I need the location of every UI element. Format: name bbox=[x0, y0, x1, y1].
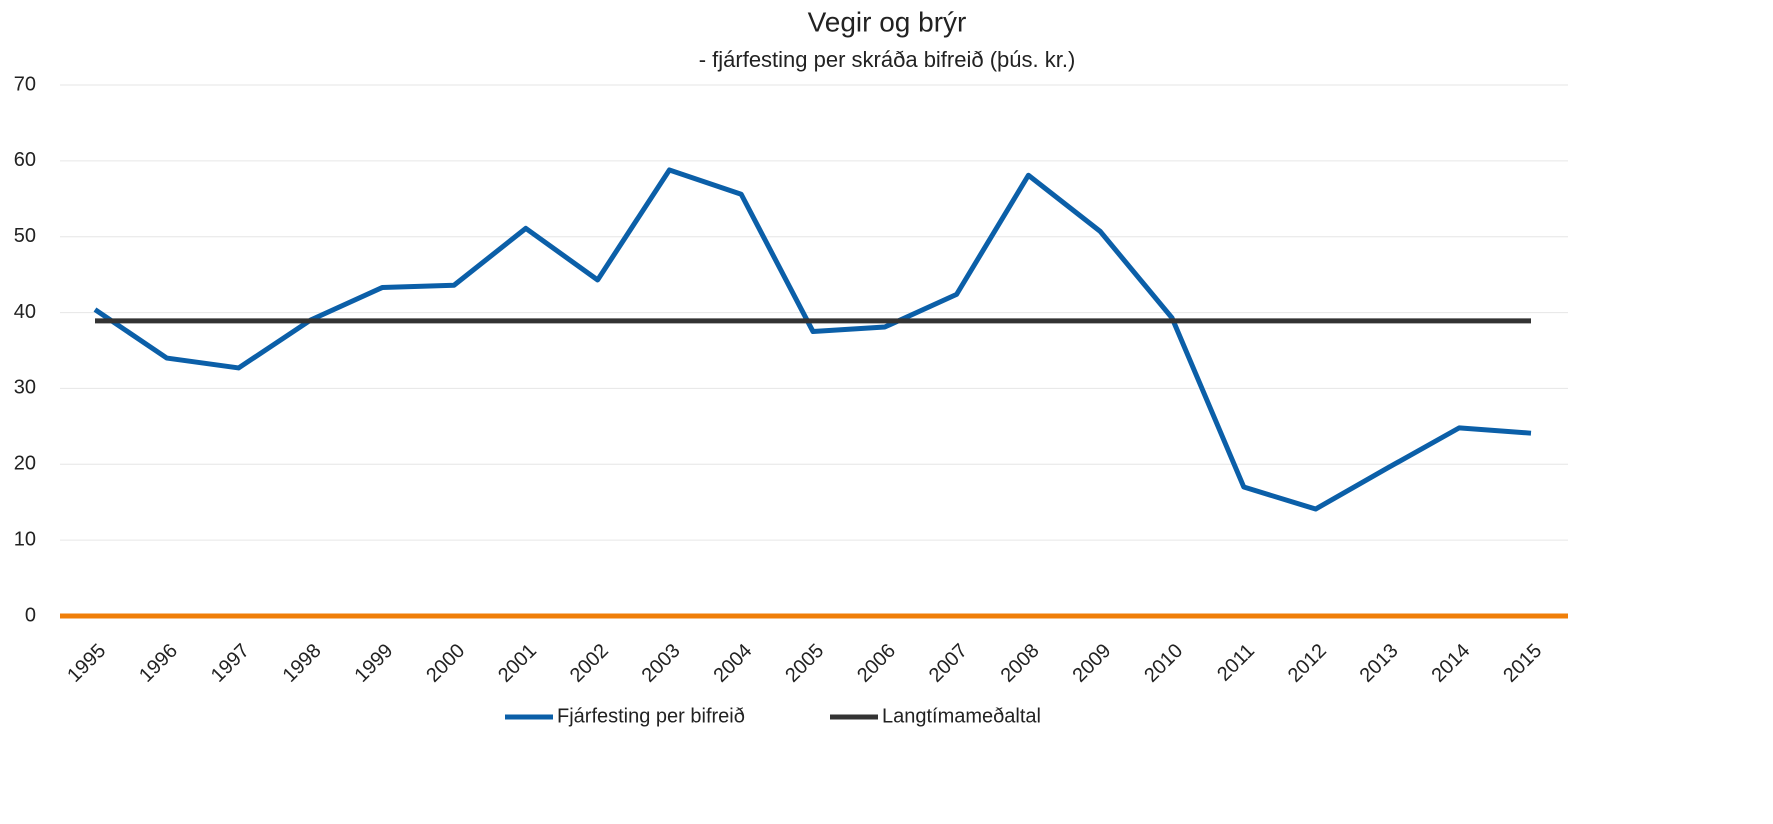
x-tick-label: 2000 bbox=[422, 640, 469, 687]
x-tick-label: 2013 bbox=[1356, 640, 1403, 687]
x-tick-label: 1999 bbox=[350, 640, 397, 687]
line-series bbox=[93, 167, 1532, 512]
chart-subtitle: - fjárfesting per skráða bifreið (þús. k… bbox=[699, 47, 1076, 72]
x-tick-label: 2006 bbox=[853, 640, 900, 687]
x-tick-label: 2010 bbox=[1140, 640, 1187, 687]
y-tick-label: 50 bbox=[14, 225, 36, 247]
x-tick-label: 1998 bbox=[279, 640, 326, 687]
y-tick-label: 70 bbox=[14, 73, 36, 95]
y-tick-label: 40 bbox=[14, 301, 36, 323]
legend-label: Fjárfesting per bifreið bbox=[557, 705, 745, 727]
y-tick-label: 10 bbox=[14, 528, 36, 550]
x-tick-label: 2008 bbox=[997, 640, 1044, 687]
x-tick-label: 2002 bbox=[566, 640, 613, 687]
x-tick-label: 2015 bbox=[1499, 640, 1546, 687]
x-tick-label: 2003 bbox=[638, 640, 685, 687]
y-tick-label: 30 bbox=[14, 377, 36, 399]
x-tick-label: 2014 bbox=[1427, 640, 1474, 687]
x-tick-label: 2005 bbox=[781, 640, 828, 687]
chart-title: Vegir og brýr bbox=[808, 6, 967, 37]
x-tick-label: 2009 bbox=[1068, 640, 1115, 687]
x-tick-label: 2001 bbox=[494, 640, 541, 687]
y-tick-label: 20 bbox=[14, 453, 36, 475]
x-tick-label: 2004 bbox=[709, 640, 756, 687]
y-tick-label: 0 bbox=[25, 604, 36, 626]
x-tick-label: 2012 bbox=[1284, 640, 1331, 687]
x-tick-label: 1996 bbox=[135, 640, 182, 687]
legend-label: Langtímameðaltal bbox=[882, 705, 1041, 727]
y-tick-label: 60 bbox=[14, 149, 36, 171]
x-tick-label: 1997 bbox=[207, 640, 254, 687]
x-tick-label: 2007 bbox=[925, 640, 972, 687]
x-tick-label: 2011 bbox=[1213, 640, 1259, 686]
x-tick-label: 1995 bbox=[63, 640, 110, 687]
